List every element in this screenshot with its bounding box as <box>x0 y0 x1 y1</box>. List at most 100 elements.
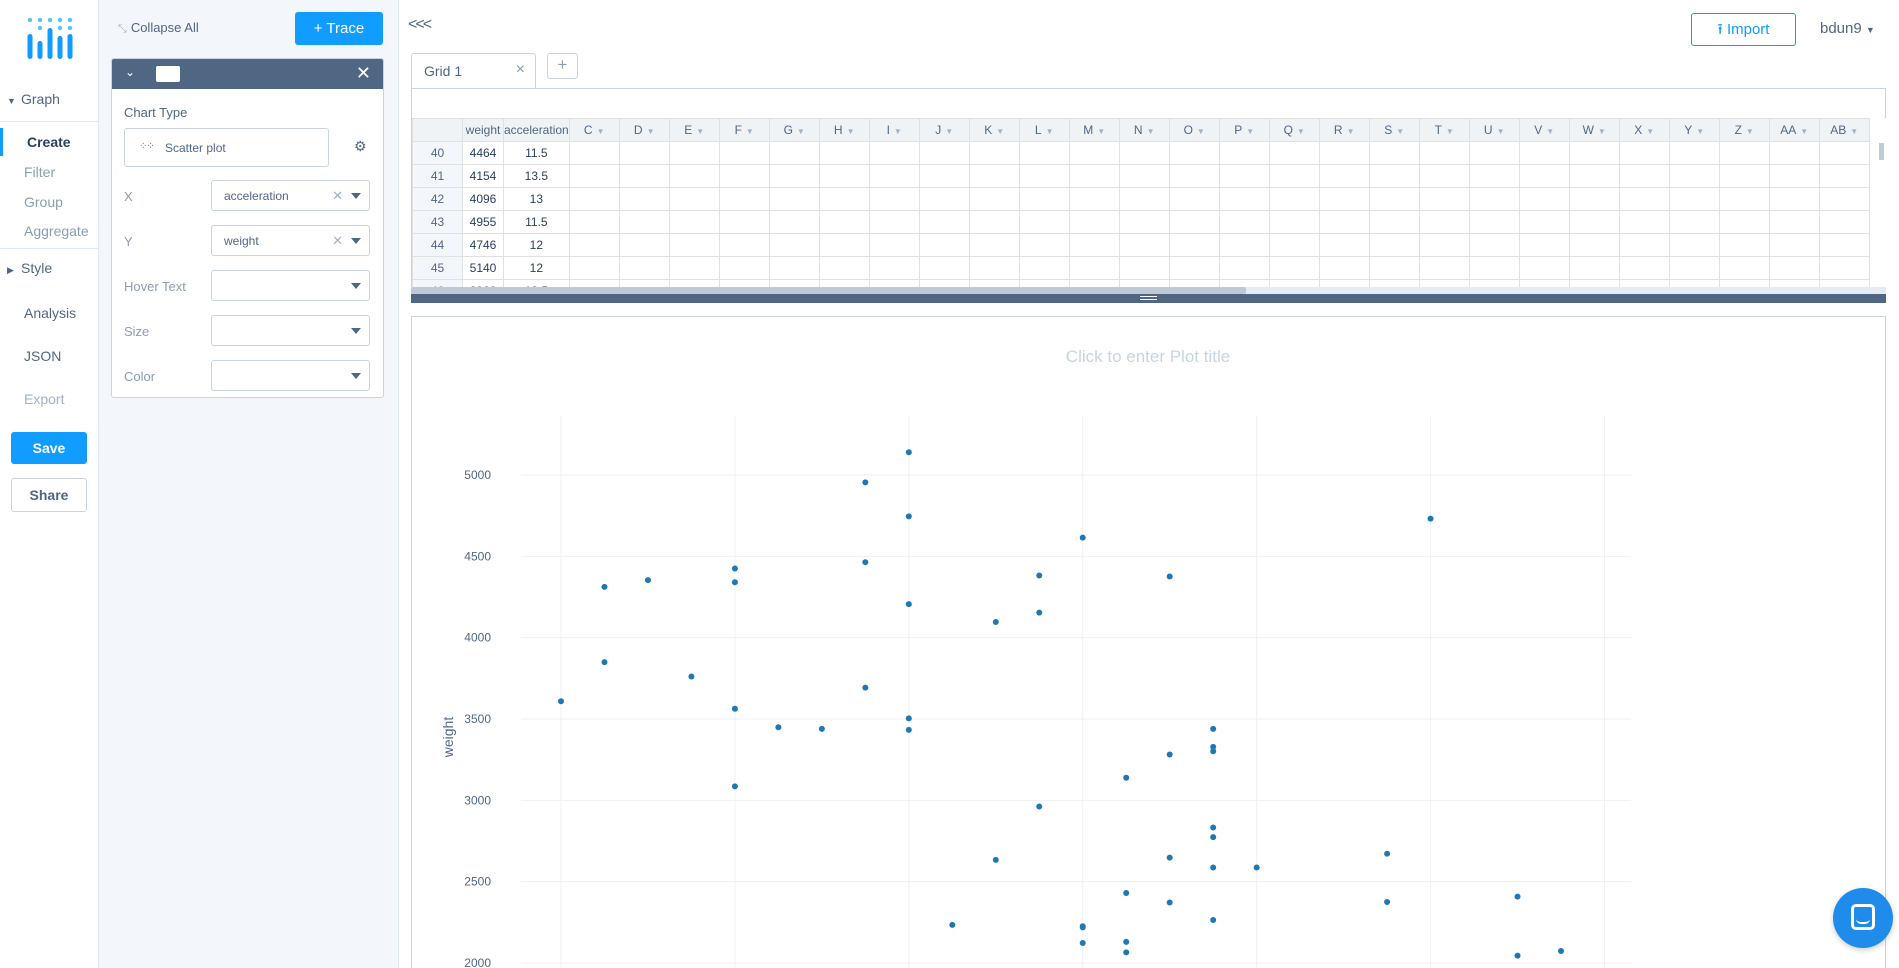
table-cell[interactable] <box>1618 233 1670 257</box>
x-dropdown[interactable]: acceleration ✕ <box>211 180 370 211</box>
table-cell[interactable] <box>1218 210 1270 234</box>
scrollbar-thumb[interactable] <box>411 287 1246 294</box>
table-cell[interactable] <box>1618 141 1670 165</box>
scatter-point[interactable] <box>1166 573 1173 580</box>
nav-group[interactable]: Group <box>24 194 63 210</box>
scatter-point[interactable] <box>1036 609 1043 616</box>
app-logo-icon[interactable] <box>25 16 75 61</box>
add-trace-button[interactable]: + Trace <box>295 12 383 45</box>
table-cell[interactable] <box>718 210 770 234</box>
table-cell[interactable] <box>1168 164 1220 188</box>
nav-filter[interactable]: Filter <box>24 164 56 180</box>
table-cell[interactable] <box>1818 164 1870 188</box>
column-menu-icon[interactable]: ▼ <box>1146 127 1155 136</box>
column-header[interactable]: K ▼ <box>968 118 1020 142</box>
table-cell[interactable] <box>768 187 820 211</box>
table-cell[interactable] <box>1718 164 1770 188</box>
table-cell[interactable] <box>768 164 820 188</box>
scatter-point[interactable] <box>862 684 869 691</box>
table-cell[interactable] <box>718 141 770 165</box>
table-cell[interactable] <box>1018 256 1070 280</box>
column-header[interactable]: AB ▼ <box>1818 118 1870 142</box>
column-header[interactable]: J ▼ <box>918 118 970 142</box>
scatter-point[interactable] <box>1036 803 1043 810</box>
table-cell[interactable] <box>1518 256 1570 280</box>
scatter-point[interactable] <box>1210 824 1217 831</box>
scatter-point[interactable] <box>818 725 825 732</box>
vertical-scrollbar[interactable] <box>1879 143 1884 160</box>
nav-style-group[interactable]: ▶ Style <box>0 260 99 276</box>
scatter-point[interactable] <box>1079 534 1086 541</box>
scatter-point[interactable] <box>731 565 738 572</box>
column-header[interactable]: acceleration <box>503 118 570 142</box>
table-cell[interactable] <box>868 210 920 234</box>
table-cell[interactable] <box>1018 210 1070 234</box>
scatter-point[interactable] <box>1166 751 1173 758</box>
scatter-point[interactable] <box>862 559 869 566</box>
color-dropdown[interactable] <box>211 360 370 391</box>
table-cell[interactable] <box>1218 164 1270 188</box>
table-cell[interactable] <box>618 256 670 280</box>
column-menu-icon[interactable]: ▼ <box>1646 127 1655 136</box>
table-cell[interactable] <box>1518 141 1570 165</box>
column-header[interactable]: S ▼ <box>1368 118 1420 142</box>
table-cell[interactable] <box>1668 141 1720 165</box>
table-cell[interactable] <box>1718 256 1770 280</box>
scatter-point[interactable] <box>601 659 608 666</box>
table-cell[interactable] <box>1418 210 1470 234</box>
table-cell[interactable] <box>768 233 820 257</box>
column-menu-icon[interactable]: ▼ <box>846 127 855 136</box>
scatter-point[interactable] <box>1123 774 1130 781</box>
scatter-point[interactable] <box>1123 890 1130 897</box>
table-cell[interactable] <box>1118 164 1170 188</box>
row-number[interactable]: 43 <box>412 210 463 234</box>
row-number[interactable]: 42 <box>412 187 463 211</box>
table-cell[interactable] <box>1368 164 1420 188</box>
table-cell[interactable] <box>968 233 1020 257</box>
scatter-point[interactable] <box>1253 864 1260 871</box>
scatter-point[interactable] <box>1166 854 1173 861</box>
table-cell[interactable] <box>1218 256 1270 280</box>
table-cell[interactable] <box>1818 141 1870 165</box>
scatter-point[interactable] <box>1558 947 1564 954</box>
table-cell[interactable] <box>568 141 620 165</box>
table-cell[interactable] <box>1568 233 1620 257</box>
table-cell[interactable] <box>1368 141 1420 165</box>
gear-icon[interactable]: ⚙ <box>354 138 367 154</box>
column-header[interactable]: I ▼ <box>868 118 920 142</box>
scatter-point[interactable] <box>601 583 608 590</box>
column-header[interactable]: C ▼ <box>568 118 620 142</box>
table-cell[interactable] <box>1118 187 1170 211</box>
table-cell[interactable] <box>818 256 870 280</box>
scatter-point[interactable] <box>1514 952 1521 959</box>
column-header[interactable]: O ▼ <box>1168 118 1220 142</box>
table-cell[interactable] <box>1468 164 1520 188</box>
column-header[interactable]: E ▼ <box>668 118 720 142</box>
import-button[interactable]: ⭱ Import <box>1691 13 1796 46</box>
column-header[interactable]: X ▼ <box>1618 118 1670 142</box>
column-header[interactable]: D ▼ <box>618 118 670 142</box>
table-cell[interactable] <box>1668 210 1720 234</box>
table-cell[interactable] <box>1318 256 1370 280</box>
table-cell[interactable] <box>1768 233 1820 257</box>
table-cell[interactable]: 4096 <box>462 187 504 211</box>
table-cell[interactable] <box>1268 187 1320 211</box>
table-cell[interactable]: 13.5 <box>503 164 570 188</box>
scatter-point[interactable] <box>1123 949 1130 956</box>
table-cell[interactable] <box>1168 210 1220 234</box>
column-header[interactable]: N ▼ <box>1118 118 1170 142</box>
scatter-point[interactable] <box>905 715 912 722</box>
nav-analysis[interactable]: Analysis <box>24 305 77 321</box>
save-button[interactable]: Save <box>11 432 87 464</box>
table-cell[interactable] <box>768 256 820 280</box>
table-cell[interactable] <box>1568 210 1620 234</box>
scatter-point[interactable] <box>1036 572 1043 579</box>
table-cell[interactable] <box>968 141 1020 165</box>
table-cell[interactable] <box>1368 210 1420 234</box>
scatter-point[interactable] <box>731 705 738 712</box>
table-cell[interactable] <box>1318 233 1370 257</box>
column-header[interactable]: U ▼ <box>1468 118 1520 142</box>
scatter-point[interactable] <box>731 783 738 790</box>
row-number[interactable]: 45 <box>412 256 463 280</box>
table-cell[interactable] <box>918 187 970 211</box>
